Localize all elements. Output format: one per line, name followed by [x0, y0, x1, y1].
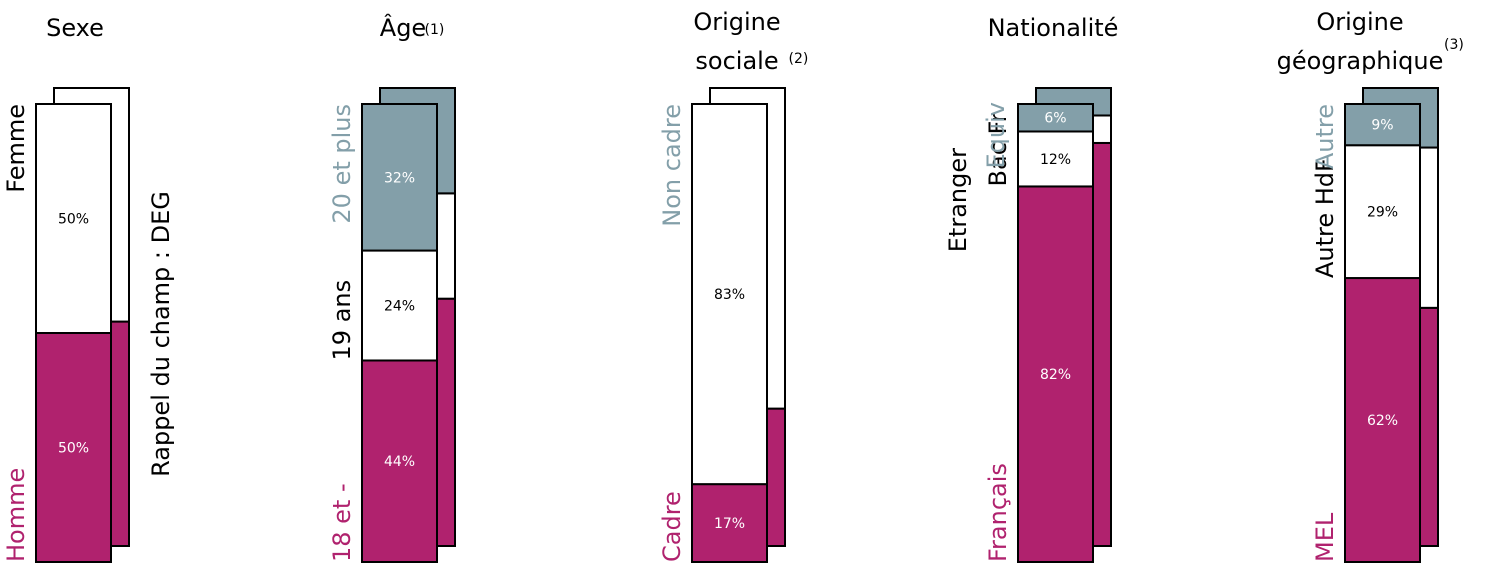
category-label-4-2: Autre [1311, 104, 1339, 169]
value-label-3-2: 6% [1044, 111, 1066, 127]
front-bar-segment-3-1 [1017, 130, 1094, 188]
front-bar-segment-3-2 [1017, 103, 1094, 133]
front-bar-segment-1-2 [361, 103, 438, 252]
panel-title-line1-4: Origine [1316, 8, 1403, 36]
front-bar-segment-4-0 [1344, 277, 1421, 563]
panel-superscript-4: (3) [1444, 37, 1464, 53]
front-bar-segment-0-1 [35, 103, 112, 334]
value-label-1-1: 24% [384, 299, 415, 315]
panel-title-0: Sexe [46, 14, 104, 42]
category-label-1-2: 20 et plus [328, 104, 356, 224]
front-bar-segment-1-0 [361, 359, 438, 564]
front-bar-segment-3-0 [1017, 185, 1094, 563]
side-text-0: Rappel du champ : DEG [147, 191, 175, 477]
value-label-1-0: 44% [384, 454, 415, 470]
category-label-2-0: Cadre [658, 491, 686, 562]
value-label-3-0: 82% [1040, 367, 1071, 383]
value-label-2-1: 83% [714, 287, 745, 303]
category-label-1-0: 18 et - [328, 483, 356, 562]
front-bar-segment-2-1 [691, 103, 768, 486]
category-label-3-0: Français [984, 463, 1012, 562]
value-label-0-1: 50% [58, 212, 89, 228]
category-label-3-2: Equiv [982, 102, 1010, 168]
front-bar-segment-2-0 [691, 483, 768, 564]
panel-superscript-2: (2) [789, 51, 809, 67]
value-label-3-1: 12% [1040, 152, 1071, 168]
panel-superscript-1: (1) [425, 22, 445, 38]
front-bar-segment-1-1 [361, 249, 438, 362]
category-label-0-0: Homme [2, 468, 30, 562]
category-label-4-1: Autre HdF [1311, 158, 1339, 278]
front-bar-segment-4-2 [1344, 103, 1421, 147]
category-label-4-0: MEL [1311, 512, 1339, 562]
panel-title-line2-4: géographique [1277, 47, 1444, 75]
panel-title-1: Âge [380, 13, 426, 42]
value-label-4-2: 9% [1371, 118, 1393, 134]
category-label-3-1: Bac Fr [984, 112, 1012, 186]
category-label-1-1: 19 ans [328, 280, 356, 361]
value-label-1-2: 32% [384, 170, 415, 186]
panel-title-3: Nationalité [988, 14, 1119, 42]
group-label-3: Etranger [944, 148, 972, 252]
value-label-4-1: 29% [1367, 205, 1398, 221]
value-label-4-0: 62% [1367, 413, 1398, 429]
value-label-2-0: 17% [714, 516, 745, 532]
panel-title-line2-2: sociale [695, 47, 778, 75]
category-label-2-1: Non cadre [658, 104, 686, 227]
panel-title-line1-2: Origine [693, 8, 780, 36]
value-label-0-0: 50% [58, 441, 89, 457]
category-label-0-1: Femme [2, 104, 30, 193]
